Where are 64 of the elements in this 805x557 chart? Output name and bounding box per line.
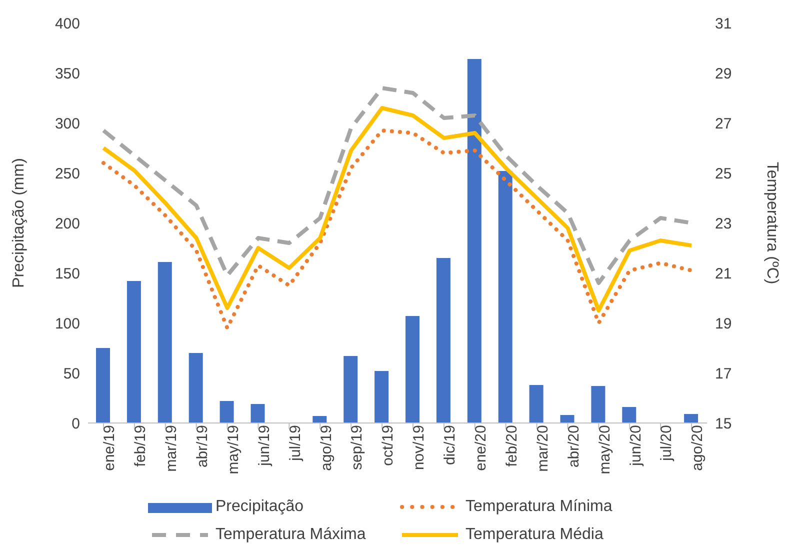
bar xyxy=(250,404,265,423)
y-tick-label: 250 xyxy=(54,165,80,182)
y-tick-label: 150 xyxy=(54,265,80,282)
bar xyxy=(622,407,636,423)
x-tick-label: oct/19 xyxy=(380,425,397,466)
y2-tick-label: 17 xyxy=(715,365,732,382)
x-tick-label: abr/20 xyxy=(565,425,582,468)
x-tick-label: jun/20 xyxy=(627,425,644,467)
y-tick-label: 350 xyxy=(54,65,80,82)
legend-label: Temperatura Média xyxy=(466,526,604,544)
bar xyxy=(374,371,389,423)
x-tick-label: feb/19 xyxy=(132,425,150,467)
x-tick-label: ene/19 xyxy=(101,425,118,471)
x-tick-label: jul/20 xyxy=(658,425,676,462)
line-series xyxy=(101,128,694,330)
bar xyxy=(436,258,450,423)
x-tick-label: mar/20 xyxy=(534,425,552,472)
x-tick-label: ene/20 xyxy=(472,425,490,471)
x-tick-label: abr/19 xyxy=(194,425,211,468)
y2-tick-label: 27 xyxy=(715,115,732,132)
bar xyxy=(560,415,574,423)
legend-label: Temperatura Máxima xyxy=(216,526,366,544)
x-tick-label: ago/19 xyxy=(318,425,335,471)
bar xyxy=(684,414,698,423)
y-axis-title: Precipitação (mm) xyxy=(10,158,28,288)
y-tick-label: 100 xyxy=(54,315,80,332)
x-tick-label: jun/19 xyxy=(256,425,273,467)
bar xyxy=(126,281,141,423)
x-tick-label: nov/19 xyxy=(410,425,428,470)
bar xyxy=(406,316,420,423)
x-tick-label: may/19 xyxy=(224,425,242,474)
y-tick-label: 50 xyxy=(63,365,80,382)
bar xyxy=(344,356,358,423)
legend-label: Temperatura Mínima xyxy=(466,498,612,516)
y2-tick-label: 25 xyxy=(715,165,732,182)
y2-axis-title: Temperatura (ºC) xyxy=(763,162,780,284)
x-tick-label: mar/19 xyxy=(163,425,180,472)
line-series xyxy=(101,106,694,312)
bar xyxy=(498,171,512,423)
y-tick-label: 300 xyxy=(54,115,80,132)
y2-tick-label: 29 xyxy=(715,65,732,82)
y2-tick-label: 19 xyxy=(715,315,732,332)
x-tick-label: sep/19 xyxy=(348,425,366,470)
legend-label: Precipitação xyxy=(216,498,304,516)
y-tick-label: 200 xyxy=(54,215,80,232)
x-tick-label: may/20 xyxy=(596,425,614,474)
x-tick-label: dic/19 xyxy=(442,425,459,466)
bar xyxy=(591,386,606,423)
x-tick-label: feb/20 xyxy=(503,425,520,467)
y2-tick-label: 23 xyxy=(715,215,732,232)
x-tick-label: jul/19 xyxy=(286,425,304,462)
bar xyxy=(188,353,203,423)
y2-tick-label: 21 xyxy=(715,265,732,282)
bar xyxy=(220,401,234,423)
bar xyxy=(467,59,482,423)
y2-tick-label: 15 xyxy=(715,415,732,432)
y-tick-label: 0 xyxy=(72,415,80,432)
bar xyxy=(158,262,172,423)
bar xyxy=(96,348,110,423)
y2-tick-label: 31 xyxy=(715,15,732,32)
bar xyxy=(529,385,544,423)
x-tick-label: ago/20 xyxy=(689,425,706,471)
y-tick-label: 400 xyxy=(54,15,80,32)
bar xyxy=(312,416,327,423)
